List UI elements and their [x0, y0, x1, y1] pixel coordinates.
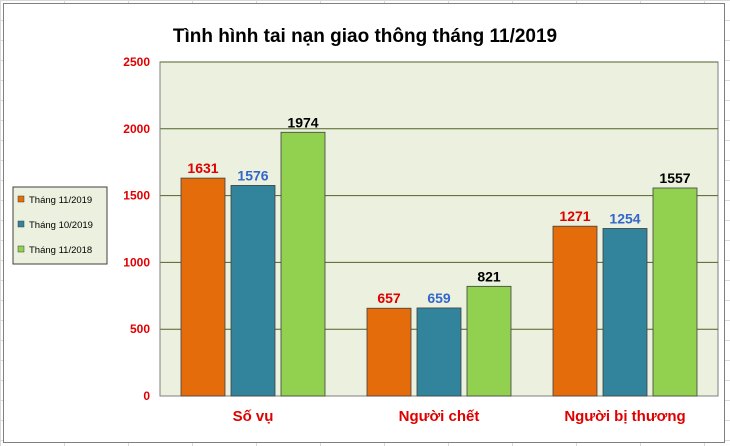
legend-entry: Tháng 11/2018 — [29, 245, 92, 256]
y-tick-label: 1500 — [123, 189, 150, 203]
bar-3-3 — [652, 187, 698, 397]
legend[interactable]: Tháng 11/2019 Tháng 10/2019 Tháng 11/2018 — [12, 186, 108, 265]
x-category-label: Số vụ — [233, 408, 274, 425]
data-label: 1576 — [237, 167, 268, 183]
x-category-label: Người chết — [399, 408, 480, 425]
data-label: 1557 — [659, 170, 690, 186]
bar-3-2 — [466, 285, 512, 397]
chart-container[interactable]: Tình hình tai nạn giao thông tháng 11/20… — [3, 3, 725, 443]
data-label: 1974 — [287, 114, 318, 130]
legend-entry: Tháng 10/2019 — [29, 220, 93, 231]
data-labels: 1631 1576 1974 657 659 821 1271 1254 1557 — [187, 114, 690, 306]
y-tick-label: 1000 — [123, 255, 150, 269]
y-tick-label: 500 — [130, 322, 150, 336]
y-tick-label: 0 — [143, 389, 150, 403]
y-axis-ticks: 0 500 1000 1500 2000 2500 — [123, 55, 150, 403]
bar-2-1 — [230, 185, 276, 397]
bar-3-1 — [280, 131, 326, 397]
y-tick-label: 2000 — [123, 122, 150, 136]
x-category-label: Người bị thương — [564, 408, 685, 425]
data-label: 1631 — [187, 160, 218, 176]
bar-chart: Tình hình tai nạn giao thông tháng 11/20… — [12, 26, 719, 425]
chart-title: Tình hình tai nạn giao thông tháng 11/20… — [173, 26, 557, 47]
data-label: 821 — [477, 268, 501, 284]
data-label: 1254 — [609, 210, 640, 226]
bar-1-2 — [366, 307, 412, 397]
data-label: 657 — [377, 290, 401, 306]
data-label: 659 — [427, 290, 451, 306]
bar-2-2 — [416, 307, 462, 397]
data-label: 1271 — [559, 208, 590, 224]
x-axis-categories: Số vụ Người chết Người bị thương — [233, 408, 686, 425]
bar-1-3 — [552, 225, 598, 397]
y-tick-label: 2500 — [123, 55, 150, 69]
bars — [180, 131, 698, 397]
bar-2-3 — [602, 228, 648, 397]
legend-swatch — [17, 245, 25, 253]
legend-box — [12, 186, 108, 265]
legend-swatch — [17, 195, 25, 203]
bar-1-1 — [180, 177, 226, 397]
legend-entry: Tháng 11/2019 — [29, 195, 92, 206]
legend-swatch — [17, 220, 25, 228]
